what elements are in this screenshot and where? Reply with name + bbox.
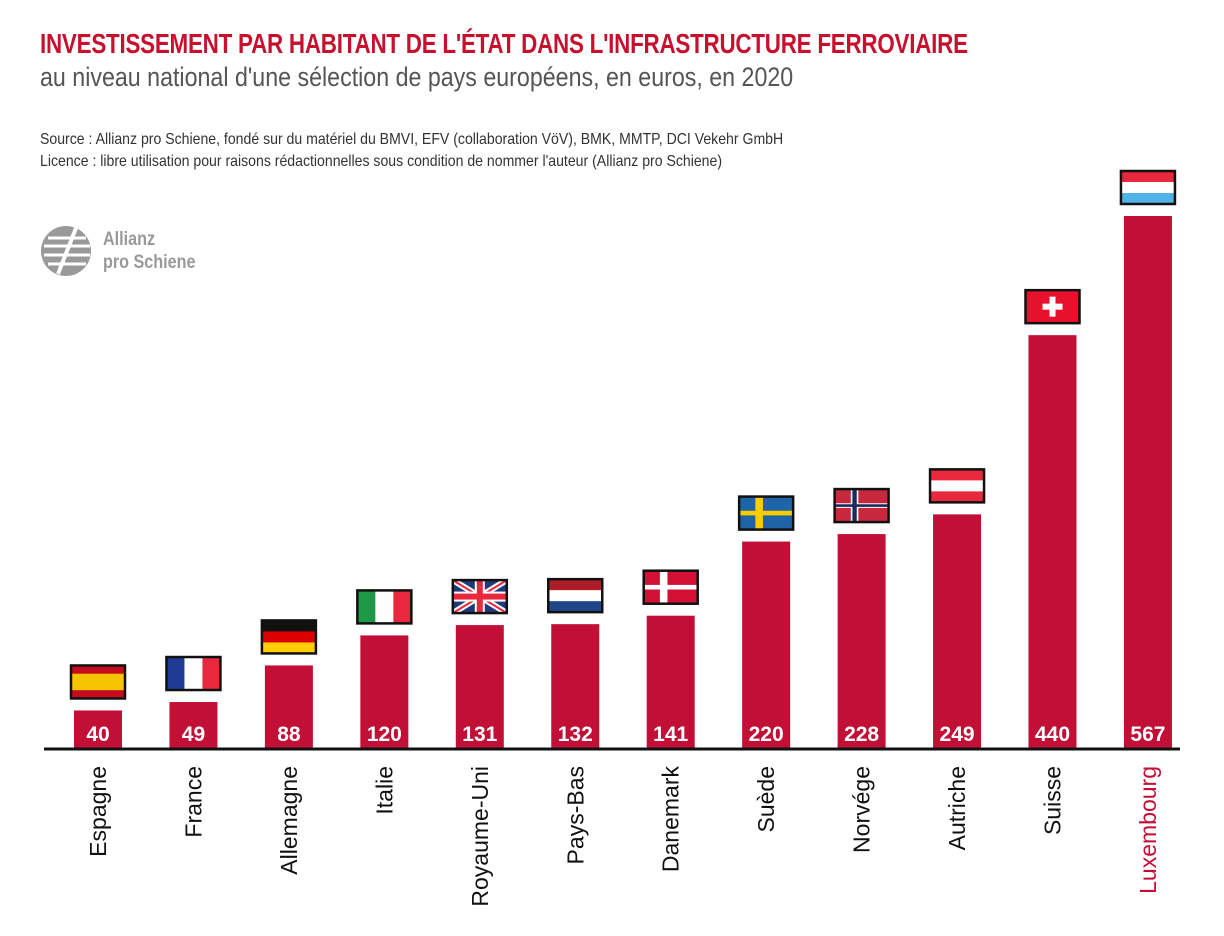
data-label: 141	[653, 723, 688, 746]
chart-title: INVESTISSEMENT PAR HABITANT DE L'ÉTAT DA…	[40, 28, 968, 59]
logo-line2: pro Schiene	[103, 252, 196, 273]
data-label: 49	[182, 723, 205, 746]
data-label: 228	[844, 723, 879, 746]
data-label: 88	[277, 723, 301, 746]
category-label: Norvége	[849, 766, 875, 853]
data-label: 220	[749, 723, 784, 746]
bar-group-france: 49 France	[165, 655, 222, 838]
bar	[360, 635, 409, 748]
bar	[837, 534, 886, 748]
bar-group-norvége: 228 Norvége	[833, 487, 890, 853]
chart-subtitle: au niveau national d'une sélection de pa…	[40, 62, 794, 92]
bar-group-italie: 120 Italie	[356, 589, 413, 815]
category-label: Espagne	[85, 766, 111, 857]
bar	[551, 624, 600, 748]
bar	[169, 702, 218, 748]
bar	[264, 665, 313, 748]
allianz-pro-schiene-logo: Allianz pro Schiene	[40, 224, 220, 280]
bar	[455, 625, 504, 748]
data-label: 567	[1130, 723, 1165, 746]
logo-rail-icon	[41, 226, 91, 276]
flag-se-icon	[737, 495, 795, 531]
bar	[1028, 335, 1077, 748]
bar	[1123, 216, 1172, 748]
data-label: 249	[940, 723, 975, 746]
flag-lu-icon	[1119, 169, 1177, 206]
category-label: Suisse	[1040, 766, 1066, 835]
bar	[646, 615, 695, 748]
category-label: Autriche	[944, 766, 970, 850]
data-label: 40	[86, 723, 109, 746]
flag-it-icon	[356, 589, 413, 625]
data-label: 132	[558, 723, 593, 746]
flag-fr-icon	[165, 655, 222, 692]
flag-de-icon	[260, 619, 318, 655]
bar-group-espagne: 40 Espagne	[69, 664, 127, 857]
bar-group-suède: 220 Suède	[737, 495, 795, 833]
source-text: Source : Allianz pro Schiene, fondé sur …	[40, 131, 784, 148]
bar-group-allemagne: 88 Allemagne	[260, 619, 318, 875]
licence-text: Licence : libre utilisation pour raisons…	[40, 153, 723, 170]
bar-group-suisse: 440 Suisse	[1024, 288, 1081, 835]
bar-group-luxembourg: 567 Luxembourg	[1119, 169, 1177, 894]
category-label: Allemagne	[276, 766, 302, 875]
bar-group-danemark: 141 Danemark	[642, 569, 699, 873]
category-label: Royaume-Uni	[467, 766, 493, 907]
bar	[74, 710, 122, 748]
flag-no-icon	[833, 487, 890, 524]
flag-uk-icon	[451, 577, 509, 616]
data-label: 120	[367, 723, 402, 746]
bar	[742, 541, 791, 748]
category-label: France	[180, 766, 206, 838]
bar-group-royaume-uni: 131 Royaume-Uni	[451, 577, 509, 907]
logo-line1: Allianz	[103, 229, 156, 250]
category-label: Pays-Bas	[562, 766, 588, 864]
flag-ch-icon	[1024, 288, 1081, 325]
category-label: Luxembourg	[1135, 766, 1161, 894]
bar-group-autriche: 249 Autriche	[928, 468, 986, 850]
bar-group-pays-bas: 132 Pays-Bas	[547, 577, 604, 864]
flag-dk-icon	[642, 569, 699, 605]
flag-nl-icon	[547, 577, 604, 614]
category-label: Suède	[753, 766, 779, 833]
bar	[933, 514, 982, 748]
data-label: 440	[1035, 723, 1070, 746]
category-label: Danemark	[658, 766, 684, 873]
flag-es-icon	[69, 664, 127, 700]
data-label: 131	[462, 723, 497, 746]
category-label: Italie	[371, 766, 397, 815]
flag-at-icon	[928, 468, 986, 504]
